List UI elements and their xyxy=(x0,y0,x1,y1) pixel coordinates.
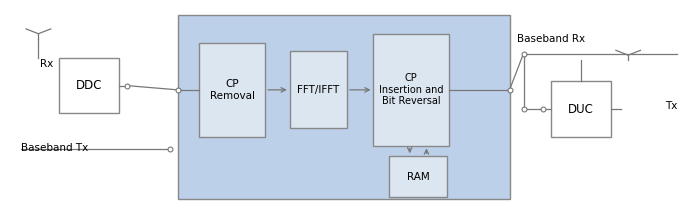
Text: Baseband Tx: Baseband Tx xyxy=(21,143,88,153)
Bar xyxy=(199,43,265,137)
Text: Baseband Rx: Baseband Rx xyxy=(517,34,585,44)
Text: CP
Insertion and
Bit Reversal: CP Insertion and Bit Reversal xyxy=(379,73,443,107)
Text: FFT/IFFT: FFT/IFFT xyxy=(297,85,339,95)
Text: CP
Removal: CP Removal xyxy=(209,79,255,101)
Text: DDC: DDC xyxy=(76,79,102,92)
Bar xyxy=(59,58,119,113)
Bar xyxy=(290,51,347,128)
Text: DUC: DUC xyxy=(568,103,594,116)
Bar xyxy=(551,81,611,137)
Bar xyxy=(389,156,447,197)
Bar xyxy=(373,34,449,146)
Text: Rx: Rx xyxy=(40,59,53,69)
Bar xyxy=(178,15,510,199)
Text: RAM: RAM xyxy=(407,172,429,181)
Text: Tx: Tx xyxy=(665,101,678,111)
